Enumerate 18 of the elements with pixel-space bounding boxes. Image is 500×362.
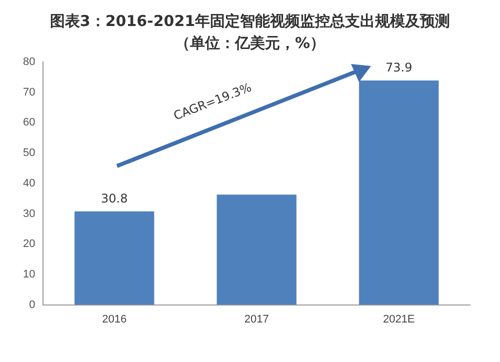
bar — [359, 80, 439, 305]
bar — [216, 194, 296, 305]
x-tick-label: 2021E — [382, 313, 415, 326]
y-tick-label: 20 — [22, 238, 36, 250]
y-tick-label: 0 — [29, 298, 36, 311]
x-tick-label: 2017 — [244, 313, 269, 326]
y-tick-label: 80 — [22, 56, 36, 68]
y-tick-label: 10 — [22, 268, 36, 280]
data-label: 73.9 — [386, 60, 412, 75]
chart-title: 图表3：2016-2021年固定智能视频监控总支出规模及预测（单位：亿美元，%） — [48, 11, 452, 54]
bar — [74, 211, 154, 305]
y-tick-label: 30 — [22, 208, 36, 220]
data-label: 30.8 — [101, 191, 128, 206]
y-tick-label: 50 — [22, 147, 36, 160]
y-tick-label: 60 — [22, 116, 36, 129]
y-tick-label: 40 — [22, 177, 36, 190]
x-tick-label: 2016 — [102, 313, 127, 326]
y-tick-label: 70 — [22, 86, 36, 98]
